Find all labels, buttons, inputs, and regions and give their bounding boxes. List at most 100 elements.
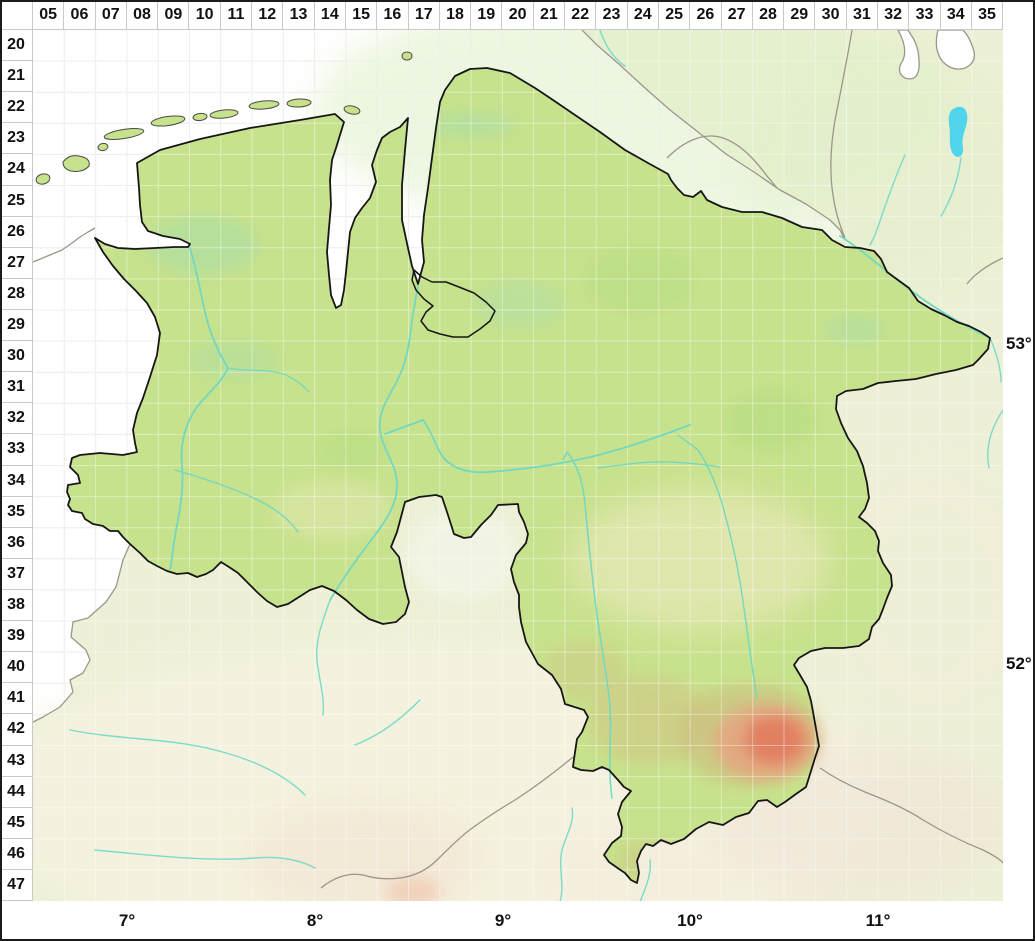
- row-header-22: 22: [0, 92, 33, 124]
- row-header-32: 32: [0, 403, 33, 435]
- col-header-20: 20: [502, 0, 534, 30]
- row-header-23: 23: [0, 123, 33, 155]
- east-frisian-islands: [35, 51, 413, 185]
- col-header-32: 32: [878, 0, 910, 30]
- row-header-43: 43: [0, 745, 33, 777]
- col-header-07: 07: [95, 0, 127, 30]
- longitude-label-4: 11°: [865, 911, 891, 930]
- row-header-28: 28: [0, 278, 33, 310]
- col-header-19: 19: [471, 0, 503, 30]
- schwerin-lake: [948, 106, 968, 157]
- neighbor-boundaries: [32, 29, 1004, 889]
- row-header-47: 47: [0, 869, 33, 902]
- row-header-34: 34: [0, 465, 33, 497]
- col-header-23: 23: [596, 0, 628, 30]
- row-header-46: 46: [0, 838, 33, 870]
- netherlands-coastline: [32, 227, 96, 263]
- col-header-11: 11: [220, 0, 253, 30]
- col-header-27: 27: [721, 0, 753, 30]
- col-header-18: 18: [439, 0, 472, 30]
- sh-mv-border: [830, 29, 853, 239]
- river-ems: [169, 247, 230, 571]
- column-header-row: 05 06 07 08 09 10 11 12 13 14 15 16 17 18 19 20 21 22 23 24…: [33, 0, 1004, 30]
- longitude-label-1: 8°: [306, 911, 324, 930]
- hamburg-border: [666, 135, 778, 189]
- neighbor-rivers: [69, 29, 1004, 903]
- lower-saxony-boundary: [66, 67, 991, 884]
- row-header-44: 44: [0, 776, 33, 808]
- col-header-25: 25: [658, 0, 691, 30]
- river-leine: [562, 450, 613, 799]
- col-header-13: 13: [283, 0, 315, 30]
- row-header-33: 33: [0, 434, 33, 466]
- longitude-label-0: 7°: [118, 911, 136, 930]
- col-header-09: 09: [158, 0, 190, 30]
- row-header-29: 29: [0, 309, 33, 342]
- col-header-28: 28: [752, 0, 785, 30]
- col-header-12: 12: [252, 0, 284, 30]
- col-header-29: 29: [784, 0, 816, 30]
- river-hase: [174, 469, 299, 533]
- row-header-36: 36: [0, 527, 33, 559]
- row-header-31: 31: [0, 372, 33, 404]
- row-header-42: 42: [0, 714, 33, 746]
- col-header-30: 30: [815, 0, 847, 30]
- row-header-45: 45: [0, 807, 33, 839]
- netherlands-nrw-border: [32, 543, 131, 723]
- col-header-22: 22: [565, 0, 597, 30]
- col-header-10: 10: [189, 0, 221, 30]
- longitude-label-2: 9°: [494, 911, 512, 930]
- row-header-40: 40: [0, 652, 33, 684]
- hesse-nrw-border: [320, 756, 574, 889]
- row-header-20: 20: [0, 30, 33, 62]
- lower-saxony-region: [67, 68, 990, 883]
- row-header-25: 25: [0, 185, 33, 217]
- latitude-label-0: 53°: [1006, 334, 1032, 353]
- col-header-34: 34: [940, 0, 972, 30]
- river-weser: [329, 285, 419, 601]
- harz-mountains: [678, 683, 822, 787]
- row-header-30: 30: [0, 341, 33, 373]
- mv-bb-border: [966, 257, 1004, 285]
- row-header-37: 37: [0, 558, 33, 590]
- col-header-31: 31: [846, 0, 879, 30]
- latitude-label-1: 52°: [1006, 654, 1032, 673]
- col-header-33: 33: [909, 0, 941, 30]
- col-header-17: 17: [408, 0, 440, 30]
- row-header-column: 20 21 22 23 24 25 26 27 28 29 30 31 32 33 34 35 36 37 38 39…: [0, 30, 33, 902]
- grid-lines-over: [33, 30, 1003, 901]
- river-leda: [227, 367, 310, 393]
- col-header-08: 08: [126, 0, 159, 30]
- row-header-38: 38: [0, 589, 33, 622]
- elbe-north-bank: [581, 29, 846, 241]
- row-header-26: 26: [0, 216, 33, 248]
- baltic-inlet-2: [935, 29, 976, 70]
- baltic-inlet-1: [897, 29, 920, 80]
- row-header-27: 27: [0, 247, 33, 279]
- col-header-05: 05: [33, 0, 65, 30]
- col-header-15: 15: [345, 0, 378, 30]
- row-header-39: 39: [0, 621, 33, 653]
- col-header-16: 16: [377, 0, 409, 30]
- river-oker: [677, 434, 758, 699]
- col-header-24: 24: [627, 0, 659, 30]
- col-header-35: 35: [971, 0, 1004, 30]
- river-innerste: [597, 461, 721, 469]
- longitude-label-3: 10°: [677, 911, 703, 930]
- saxony-anhalt-thuringia-border: [819, 767, 1004, 864]
- col-header-06: 06: [64, 0, 96, 30]
- row-header-21: 21: [0, 61, 33, 93]
- row-header-41: 41: [0, 683, 33, 715]
- row-header-35: 35: [0, 496, 33, 528]
- col-header-14: 14: [314, 0, 346, 30]
- grid-corner-cell: [0, 0, 33, 30]
- col-header-26: 26: [690, 0, 722, 30]
- row-header-24: 24: [0, 154, 33, 186]
- river-aller: [384, 418, 691, 474]
- lower-saxony-rivers: [169, 235, 991, 799]
- col-header-21: 21: [533, 0, 566, 30]
